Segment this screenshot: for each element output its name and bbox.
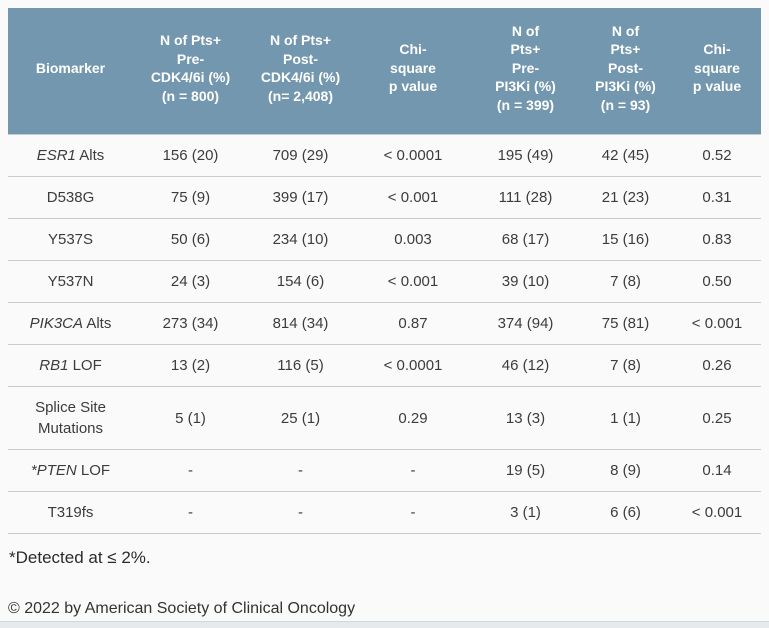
value-cell: - (353, 491, 473, 535)
value-cell: 273 (34) (133, 302, 248, 344)
bottom-bar (0, 621, 769, 628)
gene-name-italic: PIK3CA (29, 315, 83, 333)
table-body: ESR1 Alts 156 (20) 709 (29) < 0.0001 195 (49… (8, 134, 761, 535)
value-cell: 75 (81) (578, 302, 673, 344)
value-cell: 0.26 (673, 344, 761, 386)
value-cell: 7 (8) (578, 344, 673, 386)
biomarker-cell: RB1 LOF (8, 344, 133, 386)
value-cell: < 0.001 (353, 260, 473, 302)
value-cell: 0.52 (673, 134, 761, 176)
value-cell: 3 (1) (473, 491, 578, 535)
column-header-0: Biomarker (8, 8, 133, 135)
value-cell: 21 (23) (578, 176, 673, 218)
table-row: Y537S 50 (6) 234 (10) 0.003 68 (17) 15 (16) 0.… (8, 218, 761, 260)
value-cell: 13 (2) (133, 344, 248, 386)
table-row: T319fs - - -3 (1) 6 (6) < 0.001 (8, 491, 761, 535)
value-cell: 25 (1) (248, 386, 353, 449)
value-cell: < 0.0001 (353, 134, 473, 176)
gene-name-italic: ESR1 (36, 147, 76, 165)
value-cell: 13 (3) (473, 386, 578, 449)
column-header-2: N of Pts+ Post- CDK4/6i (%) (n= 2,408) (248, 8, 353, 135)
biomarker-cell: ESR1 Alts (8, 134, 133, 176)
gene-name-italic: RB1 (39, 357, 69, 375)
biomarker-cell: D538G (8, 176, 133, 218)
value-cell: 0.87 (353, 302, 473, 344)
value-cell: 814 (34) (248, 302, 353, 344)
biomarker-cell: PIK3CA Alts (8, 302, 133, 344)
value-cell: 5 (1) (133, 386, 248, 449)
column-header-4: N of Pts+ Pre- PI3Ki (%) (n = 399) (473, 8, 578, 135)
value-cell: 1 (1) (578, 386, 673, 449)
footnote: *Detected at ≤ 2%. (9, 548, 151, 568)
table-header-row: Biomarker N of Pts+ Pre- CDK4/6i (%) (n =… (8, 8, 761, 135)
table-row: Splice Site Mutations 5 (1) 25 (1) 0.29 13 (… (8, 386, 761, 449)
table-row: Y537N 24 (3) 154 (6) < 0.001 39 (10) 7 (8) 0.5… (8, 260, 761, 302)
table-header: Biomarker N of Pts+ Pre- CDK4/6i (%) (n =… (8, 8, 761, 135)
value-cell: 15 (16) (578, 218, 673, 260)
biomarker-cell: *PTEN LOF (8, 449, 133, 491)
value-cell: 0.25 (673, 386, 761, 449)
table-row: *PTEN LOF - - -19 (5) 8 (9) 0.14 (8, 449, 761, 491)
value-cell: 116 (5) (248, 344, 353, 386)
biomarker-cell: Splice Site Mutations (8, 386, 133, 449)
value-cell: 0.14 (673, 449, 761, 491)
value-cell: - (248, 449, 353, 491)
value-cell: 154 (6) (248, 260, 353, 302)
table-row: RB1 LOF 13 (2) 116 (5) < 0.0001 46 (12) 7 (8)… (8, 344, 761, 386)
value-cell: < 0.0001 (353, 344, 473, 386)
value-cell: < 0.001 (353, 176, 473, 218)
value-cell: - (248, 491, 353, 535)
value-cell: 195 (49) (473, 134, 578, 176)
value-cell: 399 (17) (248, 176, 353, 218)
value-cell: 0.50 (673, 260, 761, 302)
value-cell: 46 (12) (473, 344, 578, 386)
value-cell: 39 (10) (473, 260, 578, 302)
value-cell: 42 (45) (578, 134, 673, 176)
value-cell: 6 (6) (578, 491, 673, 535)
biomarker-cell: T319fs (8, 491, 133, 535)
table-row: ESR1 Alts 156 (20) 709 (29) < 0.0001 195 (49… (8, 134, 761, 176)
gene-name-italic: *PTEN (30, 462, 77, 480)
column-header-3: Chi- square p value (353, 8, 473, 135)
value-cell: - (133, 491, 248, 535)
table-row: D538G 75 (9) 399 (17) < 0.001 111 (28) 21 (23… (8, 176, 761, 218)
value-cell: 50 (6) (133, 218, 248, 260)
value-cell: 111 (28) (473, 176, 578, 218)
table-row: PIK3CA Alts 273 (34) 814 (34) 0.87 374 (94) 7… (8, 302, 761, 344)
column-header-6: Chi- square p value (673, 8, 761, 135)
copyright: © 2022 by American Society of Clinical O… (8, 600, 356, 617)
column-header-5: N of Pts+ Post- PI3Ki (%) (n = 93) (578, 8, 673, 135)
value-cell: 8 (9) (578, 449, 673, 491)
value-cell: - (353, 449, 473, 491)
value-cell: 19 (5) (473, 449, 578, 491)
value-cell: 0.29 (353, 386, 473, 449)
value-cell: < 0.001 (673, 491, 761, 535)
biomarker-table: Biomarker N of Pts+ Pre- CDK4/6i (%) (n =… (8, 8, 761, 535)
value-cell: 0.31 (673, 176, 761, 218)
page: Biomarker N of Pts+ Pre- CDK4/6i (%) (n =… (8, 8, 761, 568)
biomarker-cell: Y537S (8, 218, 133, 260)
value-cell: 7 (8) (578, 260, 673, 302)
value-cell: < 0.001 (673, 302, 761, 344)
value-cell: 709 (29) (248, 134, 353, 176)
value-cell: 156 (20) (133, 134, 248, 176)
value-cell: 24 (3) (133, 260, 248, 302)
column-header-1: N of Pts+ Pre- CDK4/6i (%) (n = 800) (133, 8, 248, 135)
value-cell: 0.83 (673, 218, 761, 260)
value-cell: 0.003 (353, 218, 473, 260)
value-cell: 75 (9) (133, 176, 248, 218)
value-cell: 68 (17) (473, 218, 578, 260)
value-cell: 374 (94) (473, 302, 578, 344)
value-cell: - (133, 449, 248, 491)
biomarker-cell: Y537N (8, 260, 133, 302)
value-cell: 234 (10) (248, 218, 353, 260)
